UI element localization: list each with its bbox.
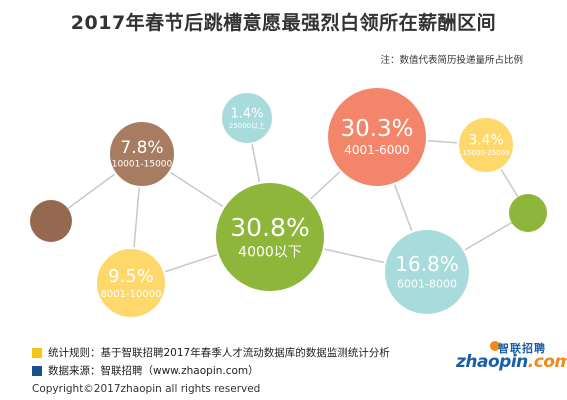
chart-note: 注：数值代表简历投递量所占比例 xyxy=(380,55,523,66)
bubble-category-label: 8001-10000 xyxy=(101,289,162,300)
bubble-circle xyxy=(383,228,471,316)
logo-mark-icon xyxy=(490,341,500,351)
logo-cn-text: 智联招聘 xyxy=(498,342,546,355)
bubble-category-label: 15000-25000 xyxy=(462,149,509,157)
bubble-category-label: 10001-15000 xyxy=(112,160,173,170)
bubble-circle xyxy=(214,181,326,293)
bubble-15000-25000: 3.4%15000-25000 xyxy=(457,116,515,174)
decorative-bubble xyxy=(30,200,72,242)
source-prefix: 数据来源： xyxy=(48,365,101,377)
logo-en-text: zhaopin.com xyxy=(456,352,567,372)
rule-text: 基于智联招聘2017年春季人才流动数据库的数据监测统计分析 xyxy=(100,347,390,359)
bubble-circle xyxy=(95,247,167,319)
decorative-bubble xyxy=(509,194,547,232)
bubble-10001-15000: 7.8% 10001-15000 xyxy=(108,120,176,188)
bubble-value-label: 9.5% xyxy=(108,266,154,287)
bubble-8001-10000: 9.5% 8001-10000 xyxy=(95,247,167,319)
bubble-value-label: 7.8% xyxy=(120,138,163,158)
source-text: 智联招聘（www.zhaopin.com） xyxy=(100,365,259,377)
bubble-circle xyxy=(220,91,274,145)
bubble-value-label: 30.3% xyxy=(340,116,413,142)
bubble-circle xyxy=(108,120,176,188)
bubble-category-label: 4001-6000 xyxy=(344,143,409,157)
bubble-circle xyxy=(457,116,515,174)
bubble-value-label: 30.8% xyxy=(230,213,309,242)
bubble-value-label: 1.4% xyxy=(230,106,263,121)
bubble-4000以下: 30.8% 4000以下 xyxy=(214,181,326,293)
bubble-category-label: 25000以上 xyxy=(229,121,265,130)
bubble-value-label: 3.4% xyxy=(468,132,504,148)
rule-marker-icon xyxy=(32,347,42,358)
source-marker-icon xyxy=(32,365,42,376)
bubble-category-label: 6001-8000 xyxy=(397,277,457,290)
bubble-25000以上: 1.4%25000以上 xyxy=(220,91,274,145)
bubble-4001-6000: 30.3%4001-6000 xyxy=(326,86,428,188)
chart-title: 2017年春节后跳槽意愿最强烈白领所在薪酬区间 xyxy=(70,12,497,34)
data-source: 数据来源： 智联招聘（www.zhaopin.com） xyxy=(32,363,259,378)
rule-prefix: 统计规则： xyxy=(48,347,101,359)
zhaopin-logo: 智联招聘 zhaopin.com xyxy=(456,340,567,374)
bubble-value-label: 16.8% xyxy=(395,252,459,276)
bubble-circle xyxy=(326,86,428,188)
bubble-category-label: 4000以下 xyxy=(238,245,302,261)
bubble-6001-8000: 16.8%6001-8000 xyxy=(383,228,471,316)
bubbles: 30.8% 4000以下 30.3%4001-6000 16.8%6001-8000 9… xyxy=(30,86,547,319)
copyright: Copyright©2017zhaopin all rights reserve… xyxy=(32,383,261,395)
statistics-rule: 统计规则： 基于智联招聘2017年春季人才流动数据库的数据监测统计分析 xyxy=(32,345,390,360)
